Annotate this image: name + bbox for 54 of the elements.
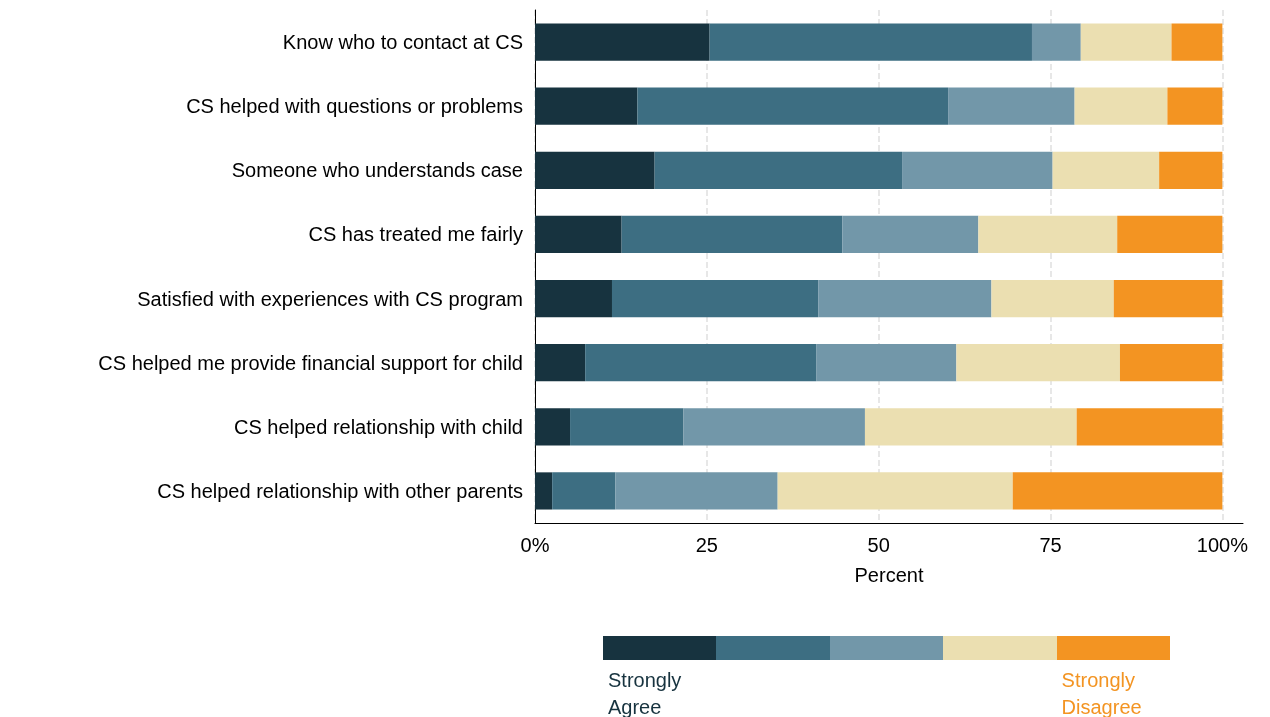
bar [535, 472, 553, 510]
bar [777, 472, 1013, 510]
bar [902, 151, 1053, 189]
bar [1074, 87, 1168, 125]
x-tick-label: 75 [1039, 534, 1062, 556]
y-tick-label: CS helped me provide financial support for child [98, 351, 523, 374]
bar [818, 279, 992, 318]
bar [864, 408, 1077, 446]
bar [1031, 23, 1081, 61]
bar [611, 279, 819, 318]
y-tick-label: Someone who understands case [231, 159, 523, 182]
bar [1012, 472, 1223, 510]
x-tick-label: 25 [695, 534, 718, 556]
bar [585, 344, 817, 382]
bar [709, 23, 1032, 61]
bar [535, 279, 612, 318]
bar [956, 344, 1120, 382]
bar [535, 408, 571, 446]
bar [615, 472, 778, 510]
bar [637, 87, 949, 125]
y-tick-label: CS helped relationship with child [233, 415, 523, 438]
bar [1159, 151, 1223, 189]
bar [535, 151, 655, 189]
bar [1052, 151, 1160, 189]
bar [535, 23, 710, 61]
bar [621, 215, 843, 254]
bar [1076, 408, 1223, 446]
x-tick-label: 100% [1196, 534, 1249, 556]
bar [816, 344, 957, 382]
y-tick-label: CS has treated me fairly [308, 223, 523, 246]
bar [978, 215, 1118, 254]
bar [1080, 23, 1172, 61]
bar [535, 344, 586, 382]
x-axis-title: Percent [854, 564, 924, 586]
bar [842, 215, 979, 254]
bar [948, 87, 1075, 125]
bar [535, 87, 638, 125]
bar [570, 408, 684, 446]
y-tick-label: CS helped with questions or problems [186, 95, 523, 118]
bar [552, 472, 616, 510]
bar [654, 151, 903, 189]
bar [1117, 215, 1223, 254]
x-tick-label: 50 [867, 534, 890, 556]
y-tick-label: Know who to contact at CS [282, 31, 523, 54]
x-tick-label: 0% [520, 534, 550, 556]
y-tick-label: CS helped relationship with other parents [157, 479, 523, 502]
bar [1167, 87, 1223, 125]
bar [1113, 279, 1223, 318]
y-tick-label: Satisfied with experiences with CS program [137, 287, 523, 310]
bar [683, 408, 865, 446]
bar [1171, 23, 1223, 61]
bar [991, 279, 1114, 318]
bar [1119, 344, 1223, 382]
bar [535, 215, 622, 254]
